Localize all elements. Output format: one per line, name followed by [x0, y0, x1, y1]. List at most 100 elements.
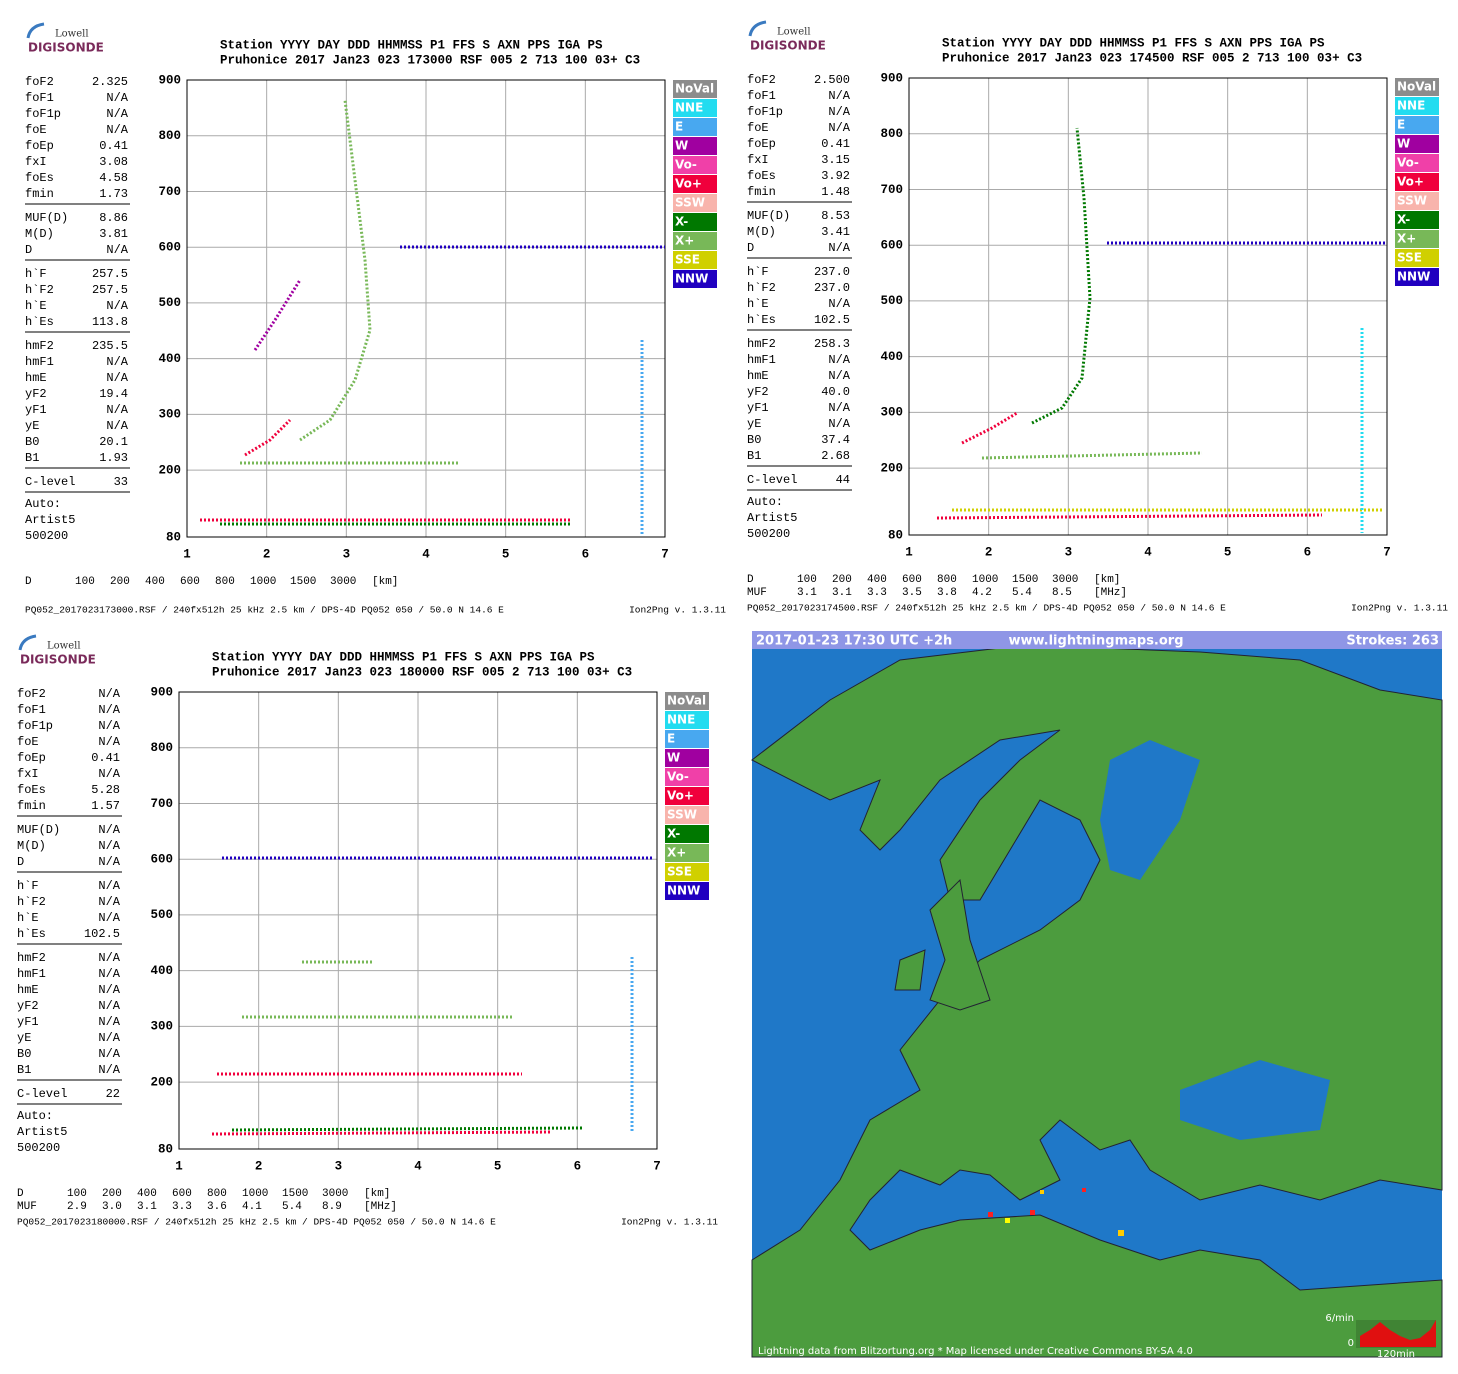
footer-cell: 200 — [102, 1188, 122, 1200]
param-value: N/A — [106, 403, 128, 417]
y-tick-label: 300 — [158, 408, 181, 422]
footer-cell: 8.5 — [1052, 587, 1072, 599]
legend-label: Vo- — [675, 158, 697, 172]
param-value: 1.93 — [99, 451, 128, 465]
footer-cell: 600 — [172, 1188, 192, 1200]
y-tick-label: 400 — [158, 352, 181, 366]
legend-swatch — [673, 137, 717, 155]
x-tick-label: 6 — [574, 1159, 582, 1173]
footer-cell: [km] — [1094, 574, 1120, 586]
param-name: yF1 — [747, 401, 769, 415]
param-value: 8.53 — [821, 209, 850, 223]
legend-label: X- — [667, 827, 680, 841]
param-value: N/A — [98, 687, 120, 701]
param-value: 257.5 — [92, 283, 128, 297]
legend-label: NNW — [667, 884, 700, 898]
param-value: N/A — [98, 1063, 120, 1077]
footer-cell: 3.3 — [867, 587, 887, 599]
param-value: N/A — [98, 703, 120, 717]
y-tick-label: 500 — [880, 294, 903, 308]
param-value: 0.41 — [99, 139, 128, 153]
x-tick-label: 3 — [335, 1159, 343, 1173]
legend-label: W — [675, 139, 688, 153]
footer-cell: 3.3 — [172, 1201, 192, 1213]
param-value: 257.5 — [92, 267, 128, 281]
param-value: N/A — [106, 355, 128, 369]
y-tick-label: 900 — [150, 685, 173, 699]
plot-border — [178, 691, 658, 1150]
param-value: N/A — [98, 855, 120, 869]
x-tick-label: 5 — [502, 547, 510, 561]
param-name: h`F2 — [747, 281, 776, 295]
param-name: foF1 — [747, 89, 776, 103]
logo-bottom: DIGISONDE — [750, 39, 826, 53]
x-tick-label: 5 — [1224, 545, 1232, 559]
param-name: h`Es — [17, 927, 46, 941]
param-name: h`Es — [747, 313, 776, 327]
legend-label: NoVal — [667, 694, 706, 708]
param-value: 20.1 — [99, 435, 128, 449]
header-line: Pruhonice 2017 Jan23 023 173000 RSF 005 … — [220, 53, 640, 67]
y-tick-label: 80 — [158, 1142, 173, 1156]
param-value: 40.0 — [821, 385, 850, 399]
footer-cell: 800 — [937, 574, 957, 586]
footer-cell: 100 — [797, 574, 817, 586]
param-value: N/A — [98, 951, 120, 965]
footer-cell: MUF — [747, 587, 767, 599]
legend-swatch — [1395, 78, 1439, 96]
legend-label: Vo- — [667, 770, 689, 784]
plot-border — [186, 79, 666, 538]
y-tick-label: 300 — [880, 406, 903, 420]
legend-label: SSE — [675, 253, 700, 267]
param-name: fxI — [747, 153, 769, 167]
param-name: foF1 — [17, 703, 46, 717]
legend-label: X+ — [675, 234, 694, 248]
param-name: hmE — [17, 983, 39, 997]
legend-label: E — [675, 120, 683, 134]
param-value: N/A — [106, 123, 128, 137]
param-name: fmin — [17, 799, 46, 813]
footer-cell: 600 — [180, 576, 200, 588]
param-name: M(D) — [25, 227, 54, 241]
param-value: N/A — [98, 719, 120, 733]
file-info: PQ052_2017023174500.RSF / 240fx512h 25 k… — [747, 603, 1226, 614]
version: Ion2Png v. 1.3.11 — [1351, 603, 1448, 614]
param-value: 0.41 — [91, 751, 120, 765]
legend-label: SSW — [667, 808, 697, 822]
param-value: 33 — [114, 475, 128, 489]
legend-swatch — [673, 194, 717, 212]
legend-swatch — [665, 825, 709, 843]
param-name: B1 — [17, 1063, 31, 1077]
legend-label: Vo+ — [667, 789, 694, 803]
y-tick-label: 800 — [150, 741, 173, 755]
echo-trace — [961, 411, 1018, 445]
param-value: 2.68 — [821, 449, 850, 463]
param-value: 3.41 — [821, 225, 850, 239]
version: Ion2Png v. 1.3.11 — [629, 605, 726, 616]
param-name: C-level — [25, 475, 75, 489]
footer-cell: D — [747, 574, 754, 586]
param-value: 19.4 — [99, 387, 128, 401]
param-name: hmF2 — [25, 339, 54, 353]
legend-swatch — [665, 692, 709, 710]
footer-cell: 3000 — [330, 576, 356, 588]
param-name: yE — [747, 417, 761, 431]
param-name: fxI — [17, 767, 39, 781]
echo-trace — [253, 279, 302, 351]
legend-swatch — [665, 787, 709, 805]
legend-swatch — [1395, 97, 1439, 115]
footer-cell: 3.1 — [137, 1201, 157, 1213]
param-value: N/A — [98, 1031, 120, 1045]
param-name: foE — [747, 121, 769, 135]
legend-label: Vo+ — [675, 177, 702, 191]
param-name: B1 — [25, 451, 39, 465]
param-name: yE — [25, 419, 39, 433]
footer-cell: 3.0 — [102, 1201, 122, 1213]
x-tick-label: 3 — [343, 547, 351, 561]
legend-swatch — [1395, 249, 1439, 267]
echo-trace — [299, 99, 372, 442]
param-value: 3.15 — [821, 153, 850, 167]
y-tick-label: 600 — [150, 852, 173, 866]
legend-swatch — [665, 749, 709, 767]
param-value: N/A — [828, 417, 850, 431]
